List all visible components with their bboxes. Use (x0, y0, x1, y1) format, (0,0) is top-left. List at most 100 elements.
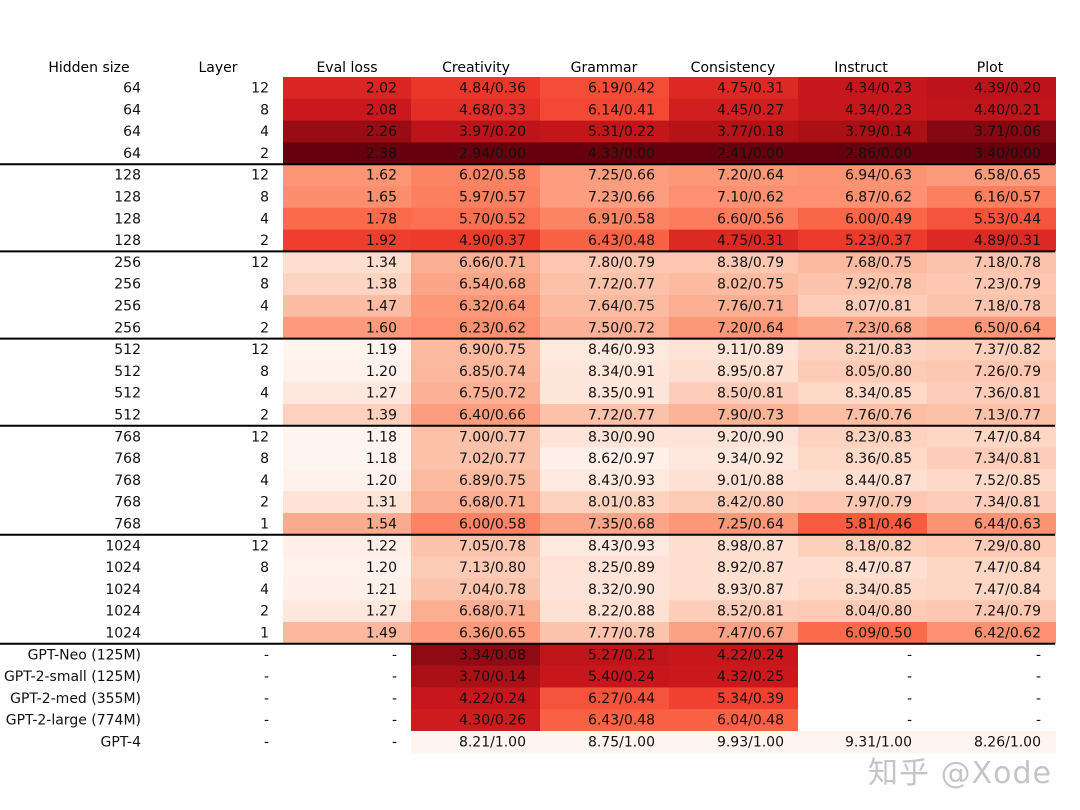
heat-cell (669, 316, 798, 340)
row-label: - (264, 669, 269, 685)
cell-value: 8.62/0.97 (588, 451, 655, 467)
heat-cell (411, 229, 540, 252)
heat-cell (798, 360, 927, 383)
cell-value: 6.43/0.48 (588, 713, 655, 729)
row-label: 128 (114, 168, 141, 184)
heat-cell (540, 186, 669, 209)
cell-value: 8.01/0.83 (588, 495, 655, 511)
heat-cell (540, 382, 669, 405)
cell-value: 2.26 (366, 124, 397, 140)
heat-cell (411, 295, 540, 318)
heat-cell (927, 731, 1056, 754)
heat-cell (540, 404, 669, 427)
heat-cell (927, 207, 1056, 231)
heat-cell (669, 556, 798, 579)
table-row: 256 2 1.60 6.23/0.62 7.50/0.72 7.20/0.64 7.23/… (114, 316, 1056, 340)
heat-cell (669, 578, 798, 601)
heat-cell (540, 469, 669, 492)
heat-cell (411, 273, 540, 296)
cell-value: 4.32/0.25 (717, 669, 784, 685)
heat-cell (927, 338, 1056, 361)
cell-value: 6.00/0.49 (845, 211, 912, 227)
heat-cell (283, 229, 412, 252)
cell-value: 7.36/0.81 (974, 386, 1041, 402)
heat-cell (411, 709, 540, 732)
cell-value: 5.53/0.44 (974, 211, 1041, 227)
heat-cell (540, 643, 669, 667)
table-row: 768 12 1.18 7.00/0.77 8.30/0.90 9.20/0.90 8.23… (114, 425, 1056, 449)
heat-cell (283, 622, 412, 645)
cell-value: 8.50/0.81 (717, 386, 784, 402)
cell-value: 7.72/0.77 (588, 408, 655, 424)
row-label: 1024 (105, 604, 141, 620)
table-row: GPT-4 - - 8.21/1.00 8.75/1.00 9.93/1.00 9.31/1… (100, 731, 1056, 754)
cell-value: 8.95/0.87 (717, 364, 784, 380)
cell-value: 1.27 (366, 386, 397, 402)
row-label: 64 (123, 81, 141, 97)
cell-value: - (392, 735, 397, 751)
heat-cell (411, 338, 540, 361)
heat-cell (540, 534, 669, 558)
heat-cell (927, 98, 1056, 122)
heat-cell (798, 491, 927, 514)
heat-cell (283, 77, 412, 100)
cell-value: 8.43/0.93 (588, 538, 655, 554)
cell-value: 4.39/0.20 (974, 81, 1041, 97)
cell-value: 1.62 (366, 168, 397, 184)
heat-cell (669, 338, 798, 361)
heat-cell (798, 77, 927, 100)
cell-value: - (392, 713, 397, 729)
cell-value: 7.76/0.71 (717, 299, 784, 315)
cell-value: 8.22/0.88 (588, 604, 655, 620)
table-row: 256 4 1.47 6.32/0.64 7.64/0.75 7.76/0.71 8.07/… (114, 295, 1056, 318)
row-label: 128 (114, 211, 141, 227)
cell-value: 4.40/0.21 (974, 102, 1041, 118)
row-label: 1024 (105, 560, 141, 576)
heat-cell (927, 556, 1056, 579)
heat-cell (283, 207, 412, 231)
table-row: 256 12 1.34 6.66/0.71 7.80/0.79 8.38/0.79 7.68… (114, 251, 1056, 274)
heat-cell (411, 491, 540, 514)
cell-value: 7.04/0.78 (459, 582, 526, 598)
column-header: Hidden size (48, 60, 129, 76)
heat-cell (540, 665, 669, 688)
table-row: 768 2 1.31 6.68/0.71 8.01/0.83 8.42/0.80 7.97/… (114, 491, 1056, 514)
cell-value: 9.11/0.89 (717, 342, 784, 358)
heat-cell (540, 98, 669, 122)
heat-cell (669, 186, 798, 209)
row-label: 4 (260, 473, 269, 489)
cell-value: 4.84/0.36 (459, 81, 526, 97)
cell-value: 2.41/0.00 (717, 146, 784, 162)
cell-value: 1.60 (366, 320, 397, 336)
heat-cell (798, 98, 927, 122)
row-label: 1024 (105, 582, 141, 598)
cell-value: 8.52/0.81 (717, 604, 784, 620)
heat-cell (411, 77, 540, 100)
cell-value: 4.68/0.33 (459, 102, 526, 118)
heat-cell (669, 120, 798, 143)
heat-cell (927, 295, 1056, 318)
cell-value: 8.34/0.85 (845, 386, 912, 402)
cell-value: 6.54/0.68 (459, 277, 526, 293)
cell-value: 7.23/0.68 (845, 320, 912, 336)
heat-cell (927, 186, 1056, 209)
heat-cell (927, 120, 1056, 143)
cell-value: 7.47/0.84 (974, 560, 1041, 576)
cell-value: 1.47 (366, 299, 397, 315)
row-label: 768 (114, 473, 141, 489)
cell-value: 4.22/0.24 (459, 691, 526, 707)
cell-value: 1.19 (366, 342, 397, 358)
cell-value: 6.32/0.64 (459, 299, 526, 315)
heat-cell (411, 643, 540, 667)
row-label: 1024 (105, 538, 141, 554)
heat-cell (798, 186, 927, 209)
heat-cell (283, 120, 412, 143)
cell-value: 7.50/0.72 (588, 320, 655, 336)
cell-value: 9.34/0.92 (717, 451, 784, 467)
heat-cell (669, 251, 798, 274)
cell-value: 6.44/0.63 (974, 517, 1041, 533)
cell-value: 1.78 (366, 211, 397, 227)
cell-value: 4.75/0.31 (717, 81, 784, 97)
cell-value: - (392, 691, 397, 707)
heat-cell (411, 120, 540, 143)
